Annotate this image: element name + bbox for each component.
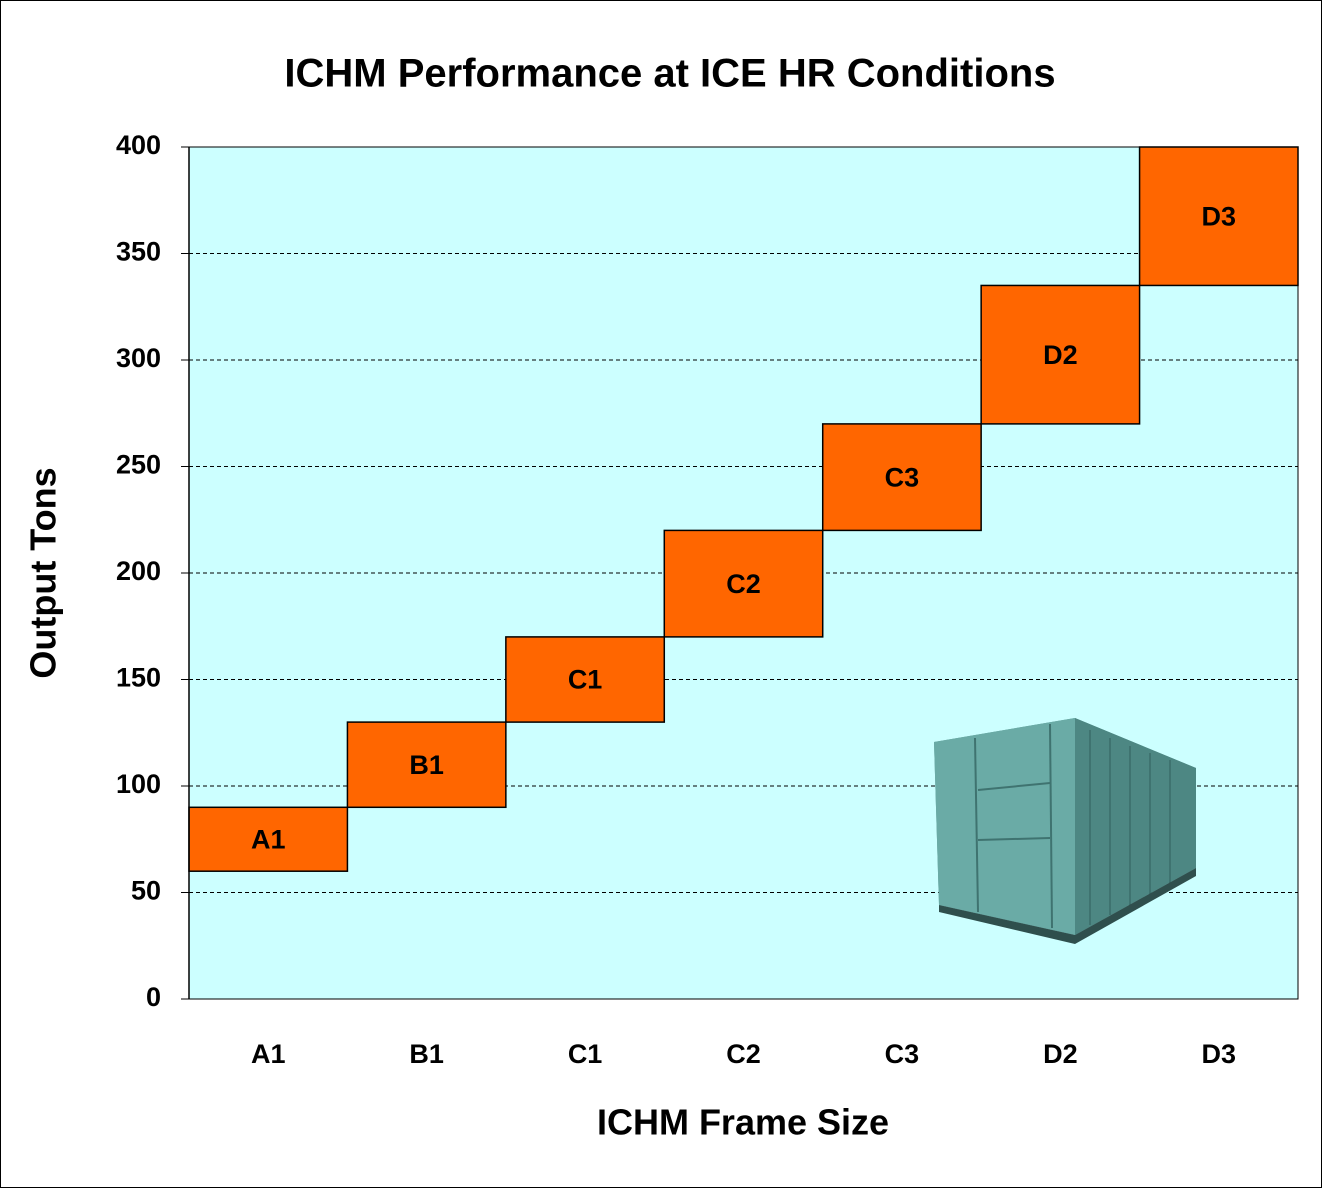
chart: ICHM Performance at ICE HR Conditions IC… (0, 0, 1323, 1189)
x-tick-label: B1 (409, 1039, 444, 1069)
bar-label: C1 (568, 665, 603, 695)
x-tick-label: C3 (885, 1039, 920, 1069)
y-tick-label: 100 (116, 769, 161, 799)
y-tick-label: 400 (116, 130, 161, 160)
y-tick-label: 150 (116, 663, 161, 693)
y-tick-label: 350 (116, 237, 161, 267)
y-tick-label: 300 (116, 343, 161, 373)
x-tick-label: C2 (726, 1039, 761, 1069)
chart-title: ICHM Performance at ICE HR Conditions (284, 52, 1055, 96)
x-tick-label: A1 (251, 1039, 286, 1069)
y-tick-label: 50 (131, 876, 161, 906)
y-tick-label: 250 (116, 450, 161, 480)
bar-label: B1 (409, 750, 444, 780)
x-axis-label: ICHM Frame Size (597, 1102, 889, 1143)
y-tick-label: 200 (116, 556, 161, 586)
bar-label: D3 (1202, 201, 1237, 231)
y-tick-label: 0 (146, 982, 161, 1012)
bar-label: C2 (726, 569, 761, 599)
bar-label: C3 (885, 462, 920, 492)
x-tick-label: D2 (1043, 1039, 1078, 1069)
x-tick-label: D3 (1202, 1039, 1237, 1069)
y-axis-label: Output Tons (23, 467, 64, 678)
bar-label: A1 (251, 824, 286, 854)
x-tick-label: C1 (568, 1039, 603, 1069)
bar-label: D2 (1043, 340, 1078, 370)
